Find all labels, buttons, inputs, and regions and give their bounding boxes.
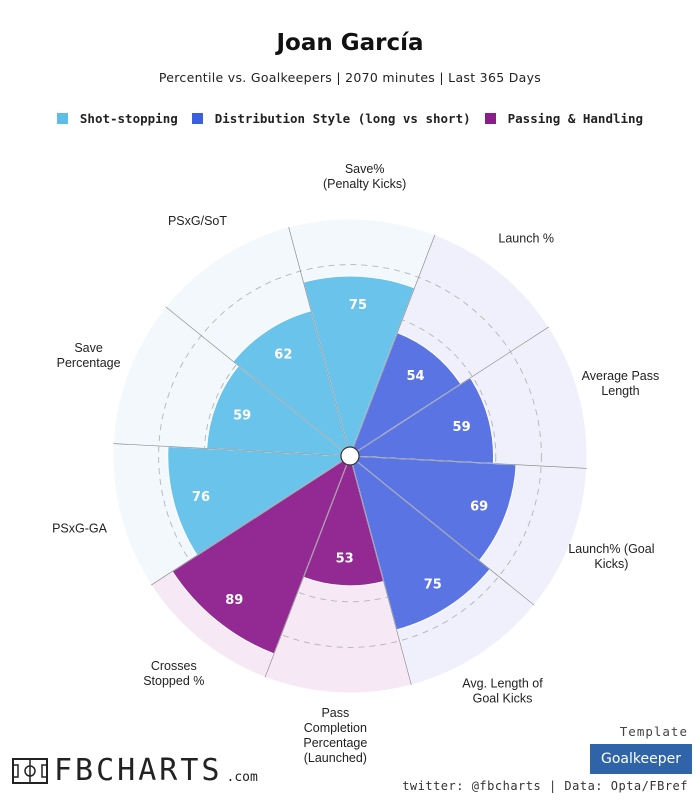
value-label: 75 xyxy=(349,298,367,313)
brand-suffix: .com xyxy=(226,770,258,785)
spoke-line xyxy=(264,455,351,678)
category-label: PSxG/SoT xyxy=(168,214,227,228)
spoke-line xyxy=(349,455,412,686)
spoke-line xyxy=(349,455,535,606)
value-label: 76 xyxy=(192,490,210,505)
category-label: Avg. Length of Goal Kicks xyxy=(462,676,543,705)
data-credits: twitter: @fbcharts | Data: Opta/FBref xyxy=(402,779,688,793)
category-label: Launch% (Goal Kicks) xyxy=(568,542,654,571)
pitch-icon xyxy=(12,758,48,784)
legend-label: Distribution Style (long vs short) xyxy=(214,111,471,126)
legend-label: Shot-stopping xyxy=(79,111,178,126)
legend-swatch xyxy=(56,113,68,124)
legend-swatch xyxy=(484,113,496,124)
category-label: PSxG-GA xyxy=(52,521,108,535)
chart-title: Joan García xyxy=(276,30,424,56)
value-label: 53 xyxy=(336,552,354,567)
legend-item-passing: Passing & Handling xyxy=(484,111,644,126)
value-label: 62 xyxy=(274,347,292,362)
category-label: Average Pass Length xyxy=(582,369,660,398)
value-label: 75 xyxy=(424,577,442,592)
spoke-line xyxy=(349,455,587,469)
value-label: 54 xyxy=(406,369,424,384)
center-hole xyxy=(340,446,360,466)
value-label: 89 xyxy=(225,593,243,608)
template-badge: Goalkeeper xyxy=(590,744,692,774)
category-label: Crosses Stopped % xyxy=(143,659,204,688)
spoke-line xyxy=(349,234,436,457)
gridline-circle xyxy=(158,264,542,648)
value-label: 69 xyxy=(470,500,488,515)
legend-item-shot-stopping: Shot-stopping xyxy=(56,111,178,126)
brand-name: FBCHARTS xyxy=(54,753,223,788)
category-label: Save% (Penalty Kicks) xyxy=(323,162,406,191)
spoke-line xyxy=(165,306,351,457)
spoke-line xyxy=(151,455,351,586)
chart-subtitle: Percentile vs. Goalkeepers | 2070 minute… xyxy=(158,70,542,85)
legend-swatch xyxy=(191,113,203,124)
value-label: 59 xyxy=(453,420,471,435)
legend-label: Passing & Handling xyxy=(507,111,644,126)
legend-item-distribution: Distribution Style (long vs short) xyxy=(191,111,471,126)
spoke-line xyxy=(113,443,351,457)
spoke-line xyxy=(288,226,351,457)
brand-logo: FBCHARTS .com xyxy=(12,756,258,786)
category-label: Launch % xyxy=(498,231,554,245)
category-label: Pass Completion Percentage (Launched) xyxy=(303,706,367,765)
legend: Shot-stopping Distribution Style (long v… xyxy=(0,111,700,126)
spoke-line xyxy=(349,326,549,457)
value-label: 59 xyxy=(233,409,251,424)
category-label: Save Percentage xyxy=(57,341,121,370)
template-label: Template xyxy=(619,724,688,739)
